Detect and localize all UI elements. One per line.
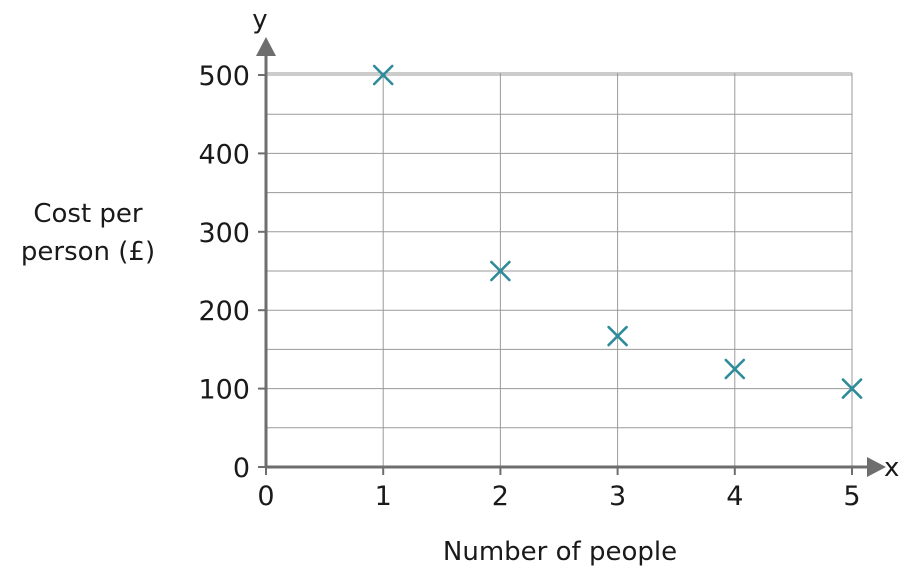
x-axis-arrowhead [867, 457, 886, 477]
y-tick-labels: 0 100 200 300 400 500 [198, 61, 250, 484]
y-tick-label: 300 [198, 218, 250, 249]
y-axis-title-line-1: Cost per [33, 199, 143, 229]
x-tick-label: 5 [843, 481, 860, 512]
data-point-stroke [607, 325, 628, 347]
grid [266, 72, 853, 467]
x-tick-labels: 0 1 2 3 4 5 [257, 481, 860, 512]
y-axis-letter: y [252, 5, 267, 35]
data-point-stroke [372, 64, 394, 86]
x-axis-title: Number of people [443, 537, 677, 567]
data-point-stroke [490, 260, 511, 282]
x-axis-letter: x [884, 453, 899, 483]
y-tick-label: 0 [233, 453, 250, 484]
y-axis-title-line-2: person (£) [21, 237, 155, 267]
axes [256, 37, 886, 477]
data-point [372, 64, 394, 86]
data-point [841, 378, 863, 399]
y-tick-label: 200 [198, 296, 250, 327]
data-point [607, 325, 628, 347]
y-axis-arrowhead [256, 37, 276, 56]
x-tick-label: 4 [726, 481, 743, 512]
data-points [372, 64, 863, 399]
tick-marks [258, 74, 853, 475]
x-tick-label: 3 [609, 481, 626, 512]
y-tick-label: 500 [198, 61, 250, 92]
x-tick-label: 1 [375, 481, 392, 512]
data-point-stroke [841, 378, 863, 399]
data-point [490, 260, 511, 282]
x-tick-label: 0 [257, 481, 274, 512]
x-tick-label: 2 [492, 481, 509, 512]
y-tick-label: 100 [198, 375, 250, 406]
data-point [724, 358, 746, 380]
data-point-stroke [724, 358, 746, 380]
y-tick-label: 400 [198, 139, 250, 170]
